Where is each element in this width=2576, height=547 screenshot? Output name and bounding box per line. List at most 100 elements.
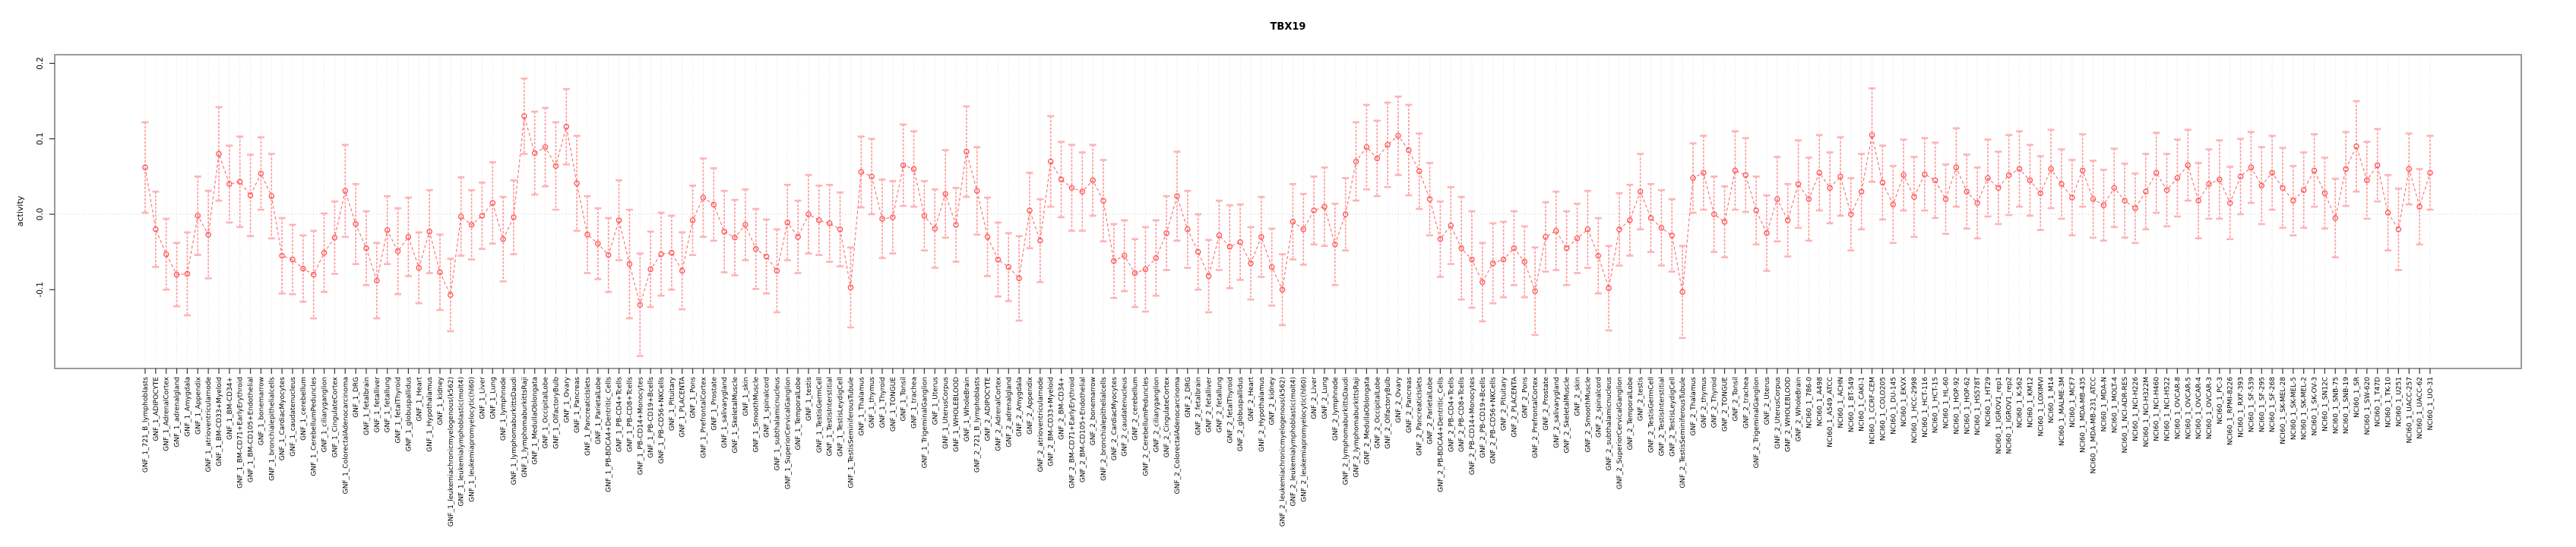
x-tick-label: NCI60_1_UACC-62 <box>2416 377 2424 439</box>
data-point <box>258 170 264 177</box>
x-tick-label: GNF_1_caudatenucleus <box>290 377 297 457</box>
data-point <box>837 226 843 232</box>
data-point <box>205 232 211 238</box>
x-tick-label: GNF_1_testis <box>805 377 813 421</box>
x-tick-label: GNF_2_globuspallidus <box>1237 377 1245 452</box>
data-point <box>1521 258 1528 265</box>
data-point <box>1816 169 1823 176</box>
data-point <box>1363 144 1370 150</box>
data-point <box>1922 171 1928 178</box>
x-tick-label: GNF_2_CingulateCortex <box>1163 376 1171 457</box>
data-point <box>1900 172 1907 179</box>
x-tick-label: GNF_2_spinalcord <box>1595 377 1603 438</box>
data-point <box>2100 202 2107 208</box>
data-point <box>1353 158 1359 165</box>
x-tick-label: GNF_1_Ovary <box>563 376 571 422</box>
data-point <box>742 222 748 228</box>
data-point <box>226 181 233 188</box>
x-tick-label: GNF_2_TestisGermCell <box>1648 377 1656 453</box>
x-tick-label: NCI60_1_RXF-393 <box>2238 377 2245 438</box>
data-point <box>363 245 369 251</box>
x-tick-label: GNF_1_OlfactoryBulb <box>552 377 560 449</box>
y-tick-label: 0.1 <box>36 132 45 145</box>
x-tick-label: GNF_2_PLACENTA <box>1511 376 1518 438</box>
data-point <box>1279 286 1286 293</box>
x-tick-label: GNF_1_cerebellum <box>300 377 308 441</box>
x-tick-label: GNF_1_Amygdala <box>184 377 191 437</box>
data-point <box>752 245 759 252</box>
x-tick-label: GNF_1_PrefrontalCortex <box>700 376 707 458</box>
x-tick-label: GNF_1_ciliaryganglion <box>321 377 329 452</box>
x-tick-label: GNF_1_Tonsil <box>900 377 908 421</box>
x-tick-label: GNF_1_CingulateCortex <box>331 376 339 457</box>
x-tick-label: GNF_2_WHOLEBLOOD <box>1785 377 1793 452</box>
data-point <box>195 213 201 219</box>
x-tick-label: GNF_1_adrenalgland <box>174 377 182 447</box>
x-tick-label: GNF_2_BM-CD34+ <box>1059 377 1066 440</box>
x-tick-label: GNF_2_lymphomaburkittsDaudi <box>1343 377 1350 485</box>
y-axis-title: activity <box>14 195 25 227</box>
x-tick-label: GNF_1_lymphnode <box>500 377 508 441</box>
data-point <box>1879 179 1886 186</box>
data-point <box>710 201 717 207</box>
data-point <box>531 150 538 157</box>
data-point <box>374 277 380 284</box>
data-point <box>1090 177 1096 184</box>
x-tick-label: GNF_1_WHOLEBLOOD <box>953 377 960 452</box>
data-point <box>2237 173 2244 180</box>
data-point <box>489 200 496 206</box>
x-tick-label: NCI60_1_UO-31 <box>2427 377 2435 430</box>
data-point <box>879 216 885 222</box>
data-point <box>1153 255 1160 261</box>
data-point <box>1721 219 1728 225</box>
data-point <box>321 249 328 256</box>
data-point <box>953 222 959 228</box>
data-point <box>1932 177 1938 184</box>
data-point <box>605 251 612 258</box>
data-point <box>2005 172 2012 179</box>
x-tick-label: GNF_1_salivarygland <box>721 377 729 448</box>
data-point <box>1448 223 1454 229</box>
data-point <box>2122 198 2128 204</box>
x-tick-label: GNF_1_SuperiorCervicalGanglion <box>784 377 792 489</box>
data-point <box>416 264 422 271</box>
data-point <box>2037 190 2044 196</box>
data-point <box>732 235 738 241</box>
data-point <box>2321 190 2328 196</box>
x-tick-label: GNF_1_AdrenalCortex <box>163 376 171 451</box>
data-point <box>2027 177 2033 184</box>
x-tick-label: NCI60_1_BT-549 <box>1848 377 1856 432</box>
x-tick-label: GNF_2_Thalamus <box>1690 377 1698 436</box>
x-tick-label: GNF_1_TrigeminalGanglion <box>921 377 929 468</box>
x-tick-label: GNF_1_Pituitary <box>669 376 676 431</box>
x-tick-label: GNF_2_ParietalLobe <box>1427 377 1435 445</box>
data-point <box>2280 185 2286 191</box>
data-point <box>973 188 980 194</box>
data-point <box>1837 173 1843 180</box>
data-point <box>584 232 590 238</box>
data-point <box>763 253 770 260</box>
x-tick-label: GNF_1_ParietalLobe <box>595 377 603 445</box>
data-point <box>1058 176 1065 183</box>
x-tick-label: GNF_1_spinalcord <box>764 377 771 438</box>
data-point <box>1426 196 1433 202</box>
data-point <box>1795 181 1802 188</box>
x-tick-label: GNF_1_fetalThyroid <box>395 377 403 444</box>
x-tick-label: GNF_2_fetalThyroid <box>1226 377 1234 444</box>
x-tick-label: GNF_1_ColorectalAdenocarcinoma <box>342 377 350 494</box>
data-point <box>647 266 653 273</box>
x-tick-label: GNF_2_ciliaryganglion <box>1153 377 1160 452</box>
x-tick-label: NCI60_1_SK-OV-3 <box>2312 377 2319 436</box>
data-point <box>658 251 664 258</box>
data-point <box>184 270 191 277</box>
data-point <box>1953 164 1960 171</box>
x-tick-label: NCI60_1_SN12C <box>2321 377 2329 432</box>
data-point <box>394 248 401 255</box>
x-tick-label: GNF_1_TestisSeminiferousTubule <box>847 377 855 489</box>
x-tick-label: NCI60_1_SR <box>2353 377 2361 418</box>
data-point <box>1669 232 1676 239</box>
x-tick-label: GNF_1_BM-CD71+EarlyErythroid <box>237 377 245 489</box>
x-tick-label: NCI60_1_ACHN <box>1837 377 1845 428</box>
x-tick-label: GNF_1_PB-CD8+Tcells <box>626 377 634 452</box>
x-tick-label: NCI60_1_SF-295 <box>2258 377 2266 432</box>
